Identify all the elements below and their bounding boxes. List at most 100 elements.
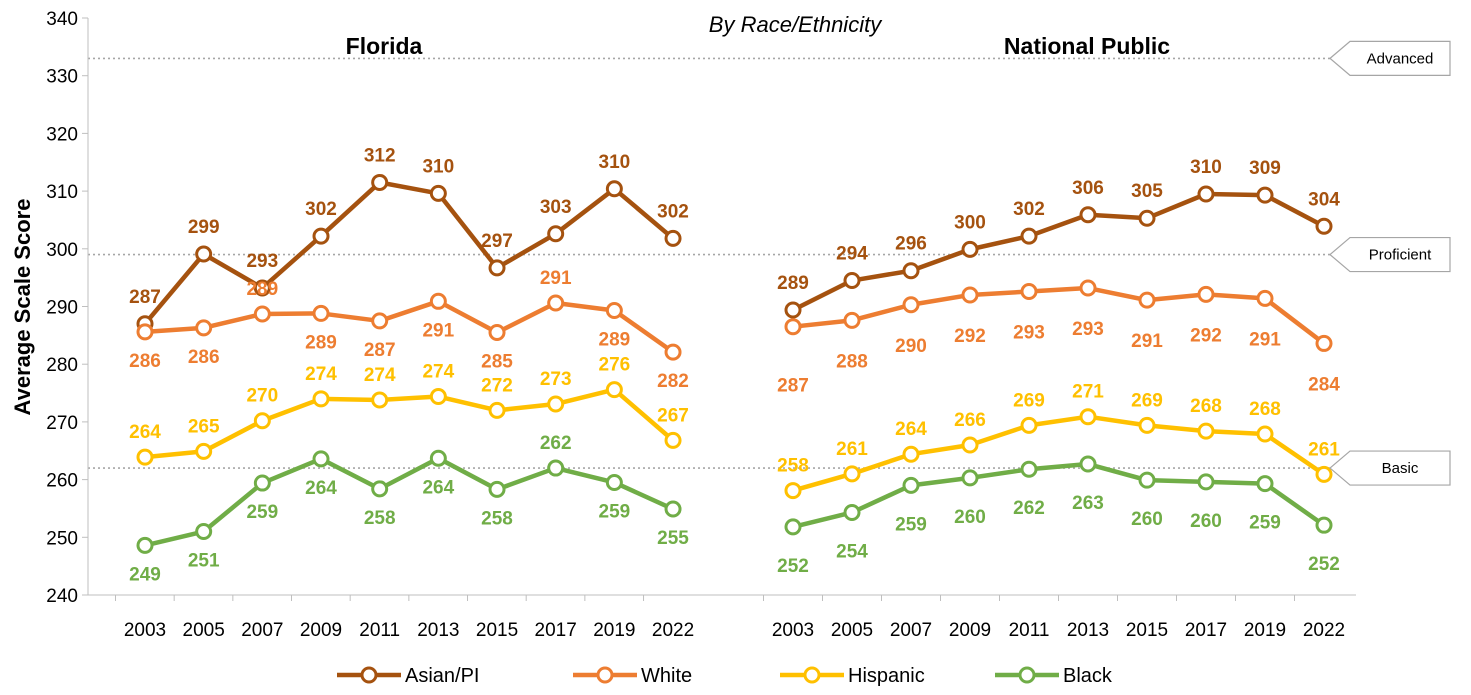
- data-label: 294: [836, 244, 868, 265]
- data-label: 264: [305, 478, 337, 499]
- y-axis: 240 250 260 270 280 290 300 310 320 330 340: [46, 9, 89, 607]
- data-point: [253, 279, 271, 297]
- data-label: 261: [836, 439, 868, 460]
- series-line: [143, 180, 675, 326]
- data-label: 259: [1249, 513, 1281, 534]
- data-point: [312, 304, 330, 322]
- data-point: [902, 476, 920, 494]
- x-tick-label: 2017: [535, 620, 577, 641]
- data-point: [136, 536, 154, 554]
- data-label: 292: [1190, 325, 1222, 346]
- data-label: 260: [1190, 511, 1222, 532]
- data-point: [312, 390, 330, 408]
- data-point: [961, 240, 979, 258]
- y-tick-label: 250: [46, 528, 78, 549]
- x-tick-label: 2007: [890, 620, 932, 641]
- y-tick-label: 270: [46, 413, 78, 434]
- data-label: 310: [1190, 157, 1222, 178]
- data-label: 266: [954, 410, 986, 431]
- data-point: [1138, 471, 1156, 489]
- data-point: [547, 294, 565, 312]
- legend-item-white: White: [573, 665, 692, 687]
- level-tag-proficient: Proficient: [1329, 236, 1451, 273]
- data-point: [605, 381, 623, 399]
- series-national-public-black: [784, 455, 1333, 536]
- x-axis: 2003 2005 2007 2009 2011 2013 2015 2017 2019 2022…: [88, 594, 1356, 641]
- series-line: [144, 299, 675, 354]
- level-tag-shape: [1329, 40, 1451, 76]
- data-label: 265: [188, 416, 220, 437]
- level-tag-shape: [1329, 236, 1451, 273]
- data-label: 270: [246, 386, 278, 407]
- data-point: [1138, 291, 1156, 309]
- data-label: 302: [1013, 199, 1045, 220]
- data-point: [961, 286, 979, 304]
- y-axis-label: Average Scale Score: [10, 199, 35, 416]
- legend-label: White: [641, 665, 692, 687]
- data-label: 309: [1249, 158, 1281, 179]
- data-point: [1256, 186, 1274, 204]
- series-national-public-hispanic: [784, 408, 1333, 500]
- series-line: [792, 414, 1326, 493]
- data-label: 289: [246, 279, 278, 300]
- data-label: 264: [129, 422, 161, 443]
- x-tick-label: 2003: [124, 620, 166, 641]
- data-label: 274: [422, 362, 454, 383]
- data-label: 263: [1072, 493, 1104, 514]
- data-point: [1315, 516, 1333, 534]
- series-florida-hispanic: [136, 381, 682, 466]
- legend-label: Asian/PI: [405, 665, 479, 687]
- data-label: 296: [895, 234, 927, 255]
- data-point: [1020, 227, 1038, 245]
- data-label: 251: [188, 551, 220, 572]
- y-tick-label: 340: [46, 9, 78, 30]
- series-line: [792, 461, 1326, 530]
- data-label: 259: [895, 514, 927, 535]
- legend: Asian/PI White Hispanic Black: [337, 665, 1113, 687]
- data-label: 274: [305, 364, 337, 385]
- legend-item-black: Black: [995, 665, 1113, 687]
- y-tick-label: 280: [46, 355, 78, 376]
- data-point: [1197, 422, 1215, 440]
- data-point: [1256, 425, 1274, 443]
- series-florida-black: [136, 449, 682, 554]
- data-label: 273: [540, 369, 572, 390]
- legend-label: Hispanic: [848, 665, 925, 687]
- data-label: 293: [1072, 319, 1104, 340]
- data-point: [195, 319, 213, 337]
- data-point: [605, 180, 623, 198]
- x-tick-label: 2019: [593, 620, 635, 641]
- legend-swatch-marker: [596, 666, 614, 684]
- data-point: [784, 301, 802, 319]
- data-label: 286: [129, 351, 161, 372]
- data-label: 293: [246, 251, 278, 272]
- data-point: [1020, 282, 1038, 300]
- legend-swatch-marker: [1018, 666, 1036, 684]
- data-point: [371, 312, 389, 330]
- data-label: 291: [422, 320, 454, 341]
- data-point: [1020, 460, 1038, 478]
- x-tick-label: 2009: [300, 620, 342, 641]
- data-point: [902, 296, 920, 314]
- data-point: [1079, 455, 1097, 473]
- series-layer: [136, 173, 1333, 554]
- data-point: [1315, 334, 1333, 352]
- data-label: 259: [246, 502, 278, 523]
- series-national-public-asian-pi: [784, 185, 1333, 319]
- data-point: [843, 503, 861, 521]
- data-label: 254: [836, 541, 868, 562]
- data-point: [664, 229, 682, 247]
- series-national-public-white: [784, 279, 1333, 352]
- data-point: [1315, 465, 1333, 483]
- data-point: [843, 311, 861, 329]
- x-tick-label: 2017: [1185, 620, 1227, 641]
- level-tag-shape: [1329, 450, 1451, 486]
- data-label: 259: [599, 501, 631, 522]
- data-point: [488, 480, 506, 498]
- data-point: [195, 523, 213, 541]
- data-label: 312: [364, 145, 396, 166]
- data-point: [195, 442, 213, 460]
- data-label: 293: [1013, 322, 1045, 343]
- data-label: 264: [422, 477, 454, 498]
